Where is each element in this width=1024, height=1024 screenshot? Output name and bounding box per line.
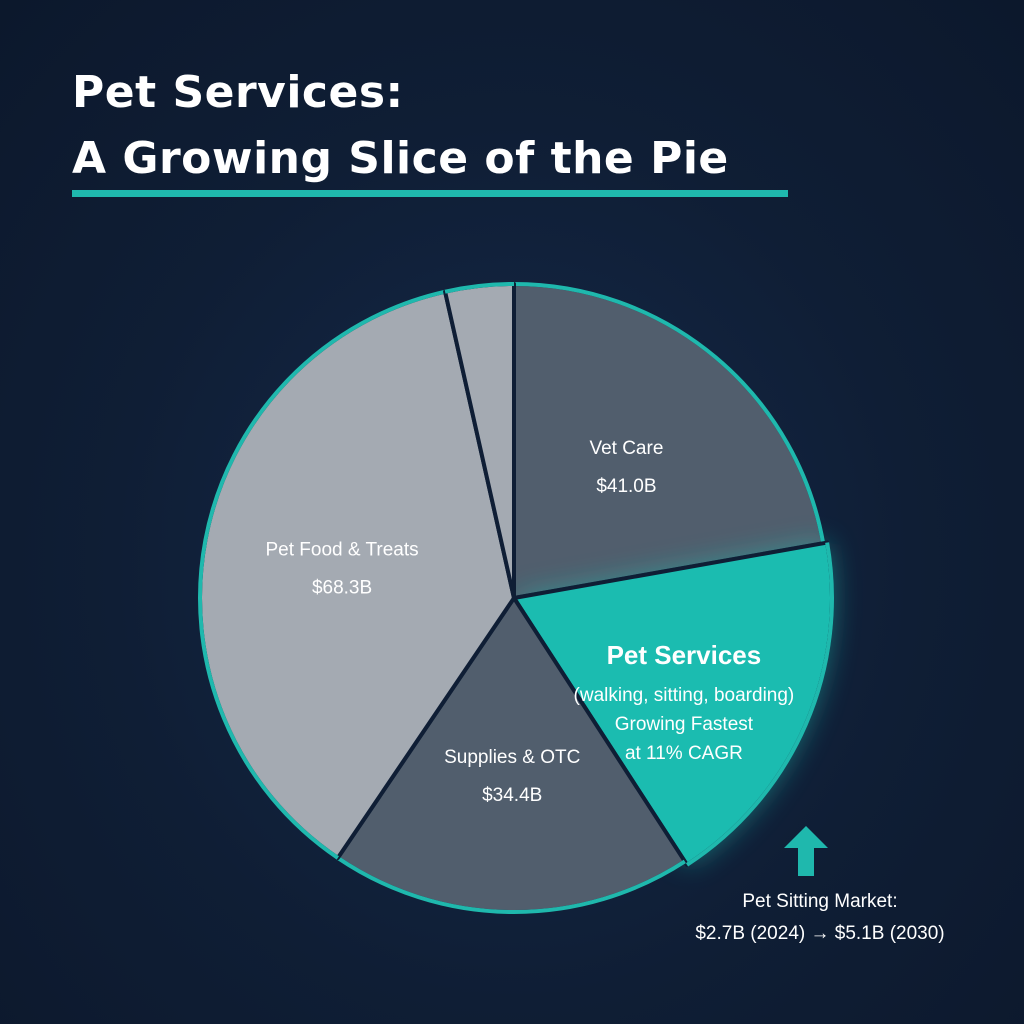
title-block: Pet Services: A Growing Slice of the Pie bbox=[72, 60, 792, 192]
slice-extra-pet-services-1: (walking, sitting, boarding) bbox=[574, 685, 795, 706]
slice-label-vet-care: Vet Care bbox=[589, 438, 663, 459]
slice-extra-pet-services-2: Growing Fastest bbox=[615, 714, 754, 735]
title-underline bbox=[72, 190, 788, 197]
slice-label-pet-food-and-treats: Pet Food & Treats bbox=[265, 539, 418, 560]
slice-value-supplies-and-otc: $34.4B bbox=[482, 785, 542, 806]
slice-rim-supplies-and-otc bbox=[336, 856, 686, 914]
pet-sitting-annotation: Pet Sitting Market: $2.7B (2024) → $5.1B… bbox=[650, 886, 990, 950]
slice-value-vet-care: $41.0B bbox=[596, 476, 656, 497]
annotation-line-1: Pet Sitting Market: bbox=[742, 891, 898, 912]
up-arrow-icon bbox=[784, 826, 828, 876]
slice-rim-vet-care bbox=[513, 282, 826, 544]
slice-value-pet-food-and-treats: $68.3B bbox=[312, 577, 372, 598]
slice-rim-pet-food-and-treats bbox=[198, 289, 446, 860]
annotation-line-2: $2.7B (2024) → $5.1B (2030) bbox=[695, 923, 945, 944]
slice-extra-pet-services-3: at 11% CAGR bbox=[625, 743, 743, 764]
slice-rim-pet-services bbox=[685, 542, 834, 867]
title-line-2: A Growing Slice of the Pie bbox=[72, 133, 729, 184]
slice-label-supplies-and-otc: Supplies & OTC bbox=[444, 747, 580, 768]
title-line-1: Pet Services: bbox=[72, 67, 404, 118]
slice-rim-small-4 bbox=[444, 282, 515, 294]
slice-label-pet-services: Pet Services bbox=[607, 640, 762, 670]
